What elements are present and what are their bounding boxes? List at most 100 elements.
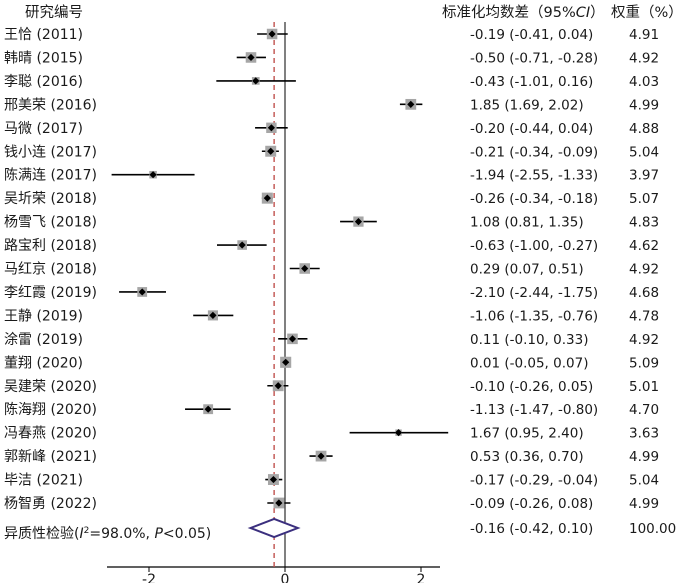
study-label: 韩晴 (2015) [4, 50, 83, 66]
weight-value: 4.70 [629, 402, 659, 418]
study-row: 钱小连 (2017) -0.21 (-0.34, -0.09) 5.04 [4, 144, 659, 160]
point-estimate [317, 452, 325, 460]
ci-text: -2.10 (-2.44, -1.75) [470, 285, 598, 301]
study-label: 董翔 (2020) [4, 355, 83, 371]
point-estimate [354, 218, 363, 226]
ci-text: 1.85 (1.69, 2.02) [470, 97, 584, 113]
point-estimate [282, 358, 290, 366]
study-label: 冯春燕 (2020) [4, 426, 97, 442]
study-label: 郭新峰 (2021) [4, 448, 97, 465]
ci-text: -1.06 (-1.35, -0.76) [470, 308, 598, 324]
study-label: 路宝利 (2018) [4, 238, 97, 254]
header-study: 研究编号 [25, 4, 83, 21]
overall-diamond [247, 517, 301, 539]
weight-value: 4.92 [629, 262, 659, 278]
ci-text: -0.21 (-0.34, -0.09) [470, 144, 598, 160]
study-label: 王静 (2019) [4, 308, 83, 324]
weight-value: 4.99 [629, 496, 659, 512]
weight-value: 5.07 [629, 191, 659, 207]
weight-value: 3.97 [629, 168, 659, 184]
weight-value: 4.88 [629, 121, 659, 137]
study-row: 路宝利 (2018) -0.63 (-1.00, -0.27) 4.62 [4, 238, 659, 254]
study-label: 陈海翔 (2020) [4, 401, 97, 418]
weight-value: 4.83 [629, 215, 659, 231]
weight-value: 4.91 [629, 27, 659, 43]
study-label: 马微 (2017) [4, 121, 83, 137]
study-row: 杨雪飞 (2018) 1.08 (0.81, 1.35) 4.83 [4, 215, 659, 231]
x-tick-label: 0 [281, 572, 290, 583]
ci-text: 0.11 (-0.10, 0.33) [470, 332, 588, 348]
point-estimate [204, 405, 212, 413]
ci-text: -0.26 (-0.34, -0.18) [470, 191, 598, 207]
point-estimate [267, 147, 275, 155]
heterogeneity-label: 异质性检验(I2=98.0%, P<0.05) [4, 526, 211, 542]
weight-value: 4.68 [629, 285, 659, 301]
header-effect: 标准化均数差（95%CI） [442, 4, 605, 21]
study-row: 王静 (2019) -1.06 (-1.35, -0.76) 4.78 [4, 308, 659, 324]
ci-text: -0.63 (-1.00, -0.27) [470, 238, 598, 254]
x-tick-label: 2 [417, 572, 426, 583]
weight-value: 4.92 [629, 332, 659, 348]
point-estimate [238, 241, 246, 249]
x-tick-label: -2 [142, 572, 156, 583]
ci-text: 0.29 (0.07, 0.51) [470, 262, 584, 278]
study-row: 冯春燕 (2020) 1.67 (0.95, 2.40) 3.63 [4, 426, 659, 442]
study-row: 韩晴 (2015) -0.50 (-0.71, -0.28) 4.92 [4, 50, 659, 66]
point-estimate [247, 53, 255, 62]
point-estimate [274, 382, 282, 390]
weight-value: 5.09 [629, 355, 659, 371]
weight-value: 5.04 [629, 473, 659, 489]
study-label: 钱小连 (2017) [4, 144, 97, 160]
study-label: 吴建荣 (2020) [4, 379, 97, 395]
study-label: 吴圻荣 (2018) [4, 191, 97, 207]
study-label: 杨雪飞 (2018) [4, 215, 97, 231]
ci-text: -0.09 (-0.26, 0.08) [470, 496, 593, 512]
study-label: 陈满连 (2017) [4, 167, 97, 184]
study-label: 马红京 (2018) [4, 262, 97, 278]
study-row: 毕洁 (2021) -0.17 (-0.29, -0.04) 5.04 [4, 473, 659, 489]
point-estimate [138, 288, 146, 296]
study-row: 李红霞 (2019) -2.10 (-2.44, -1.75) 4.68 [4, 285, 659, 301]
point-estimate [267, 124, 275, 132]
weight-value: 4.99 [629, 97, 659, 113]
point-estimate [394, 429, 403, 437]
study-row: 吴建荣 (2020) -0.10 (-0.26, 0.05) 5.01 [4, 379, 659, 395]
study-row: 涂雷 (2019) 0.11 (-0.10, 0.33) 4.92 [4, 332, 659, 348]
point-estimate [252, 77, 260, 85]
weight-value: 4.03 [629, 74, 659, 90]
ci-text: -0.10 (-0.26, 0.05) [470, 379, 593, 395]
ci-text: -1.13 (-1.47, -0.80) [470, 402, 598, 418]
study-label: 王恰 (2011) [4, 27, 83, 43]
weight-value: 5.01 [629, 379, 659, 395]
point-estimate [269, 475, 278, 484]
study-row: 马红京 (2018) 0.29 (0.07, 0.51) 4.92 [4, 262, 659, 278]
study-row: 王恰 (2011) -0.19 (-0.41, 0.04) 4.91 [4, 27, 659, 43]
weight-value: 4.78 [629, 308, 659, 324]
ci-text: -0.43 (-1.01, 0.16) [470, 74, 593, 90]
study-row: 李聪 (2016) -0.43 (-1.01, 0.16) 4.03 [4, 74, 659, 90]
study-row: 吴圻荣 (2018) -0.26 (-0.34, -0.18) 5.07 [4, 191, 659, 207]
study-label: 李红霞 (2019) [4, 285, 97, 301]
overall-ci-text: -0.16 (-0.42, 0.10) [470, 521, 593, 537]
ci-text: 1.08 (0.81, 1.35) [470, 215, 584, 231]
study-label: 杨智勇 (2022) [4, 496, 97, 512]
study-label: 李聪 (2016) [4, 74, 83, 90]
point-estimate [288, 335, 297, 343]
study-row: 杨智勇 (2022) -0.09 (-0.26, 0.08) 4.99 [4, 496, 659, 512]
overall-weight: 100.00 [629, 521, 676, 537]
weight-value: 4.62 [629, 238, 659, 254]
point-estimate [275, 499, 283, 507]
ci-text: -0.19 (-0.41, 0.04) [470, 27, 593, 43]
study-row: 陈海翔 (2020) -1.13 (-1.47, -0.80) 4.70 [4, 401, 659, 418]
point-estimate [263, 194, 271, 202]
overall-row: 异质性检验(I2=98.0%, P<0.05) -0.16 (-0.42, 0.… [4, 517, 676, 542]
ci-text: -0.17 (-0.29, -0.04) [470, 473, 598, 489]
study-row: 邢美荣 (2016) 1.85 (1.69, 2.02) 4.99 [4, 97, 659, 113]
ci-text: 0.53 (0.36, 0.70) [470, 449, 584, 465]
study-row: 陈满连 (2017) -1.94 (-2.55, -1.33) 3.97 [4, 167, 659, 184]
study-row: 郭新峰 (2021) 0.53 (0.36, 0.70) 4.99 [4, 448, 659, 465]
study-label: 毕洁 (2021) [4, 473, 83, 489]
study-row: 马微 (2017) -0.20 (-0.44, 0.04) 4.88 [4, 121, 659, 137]
